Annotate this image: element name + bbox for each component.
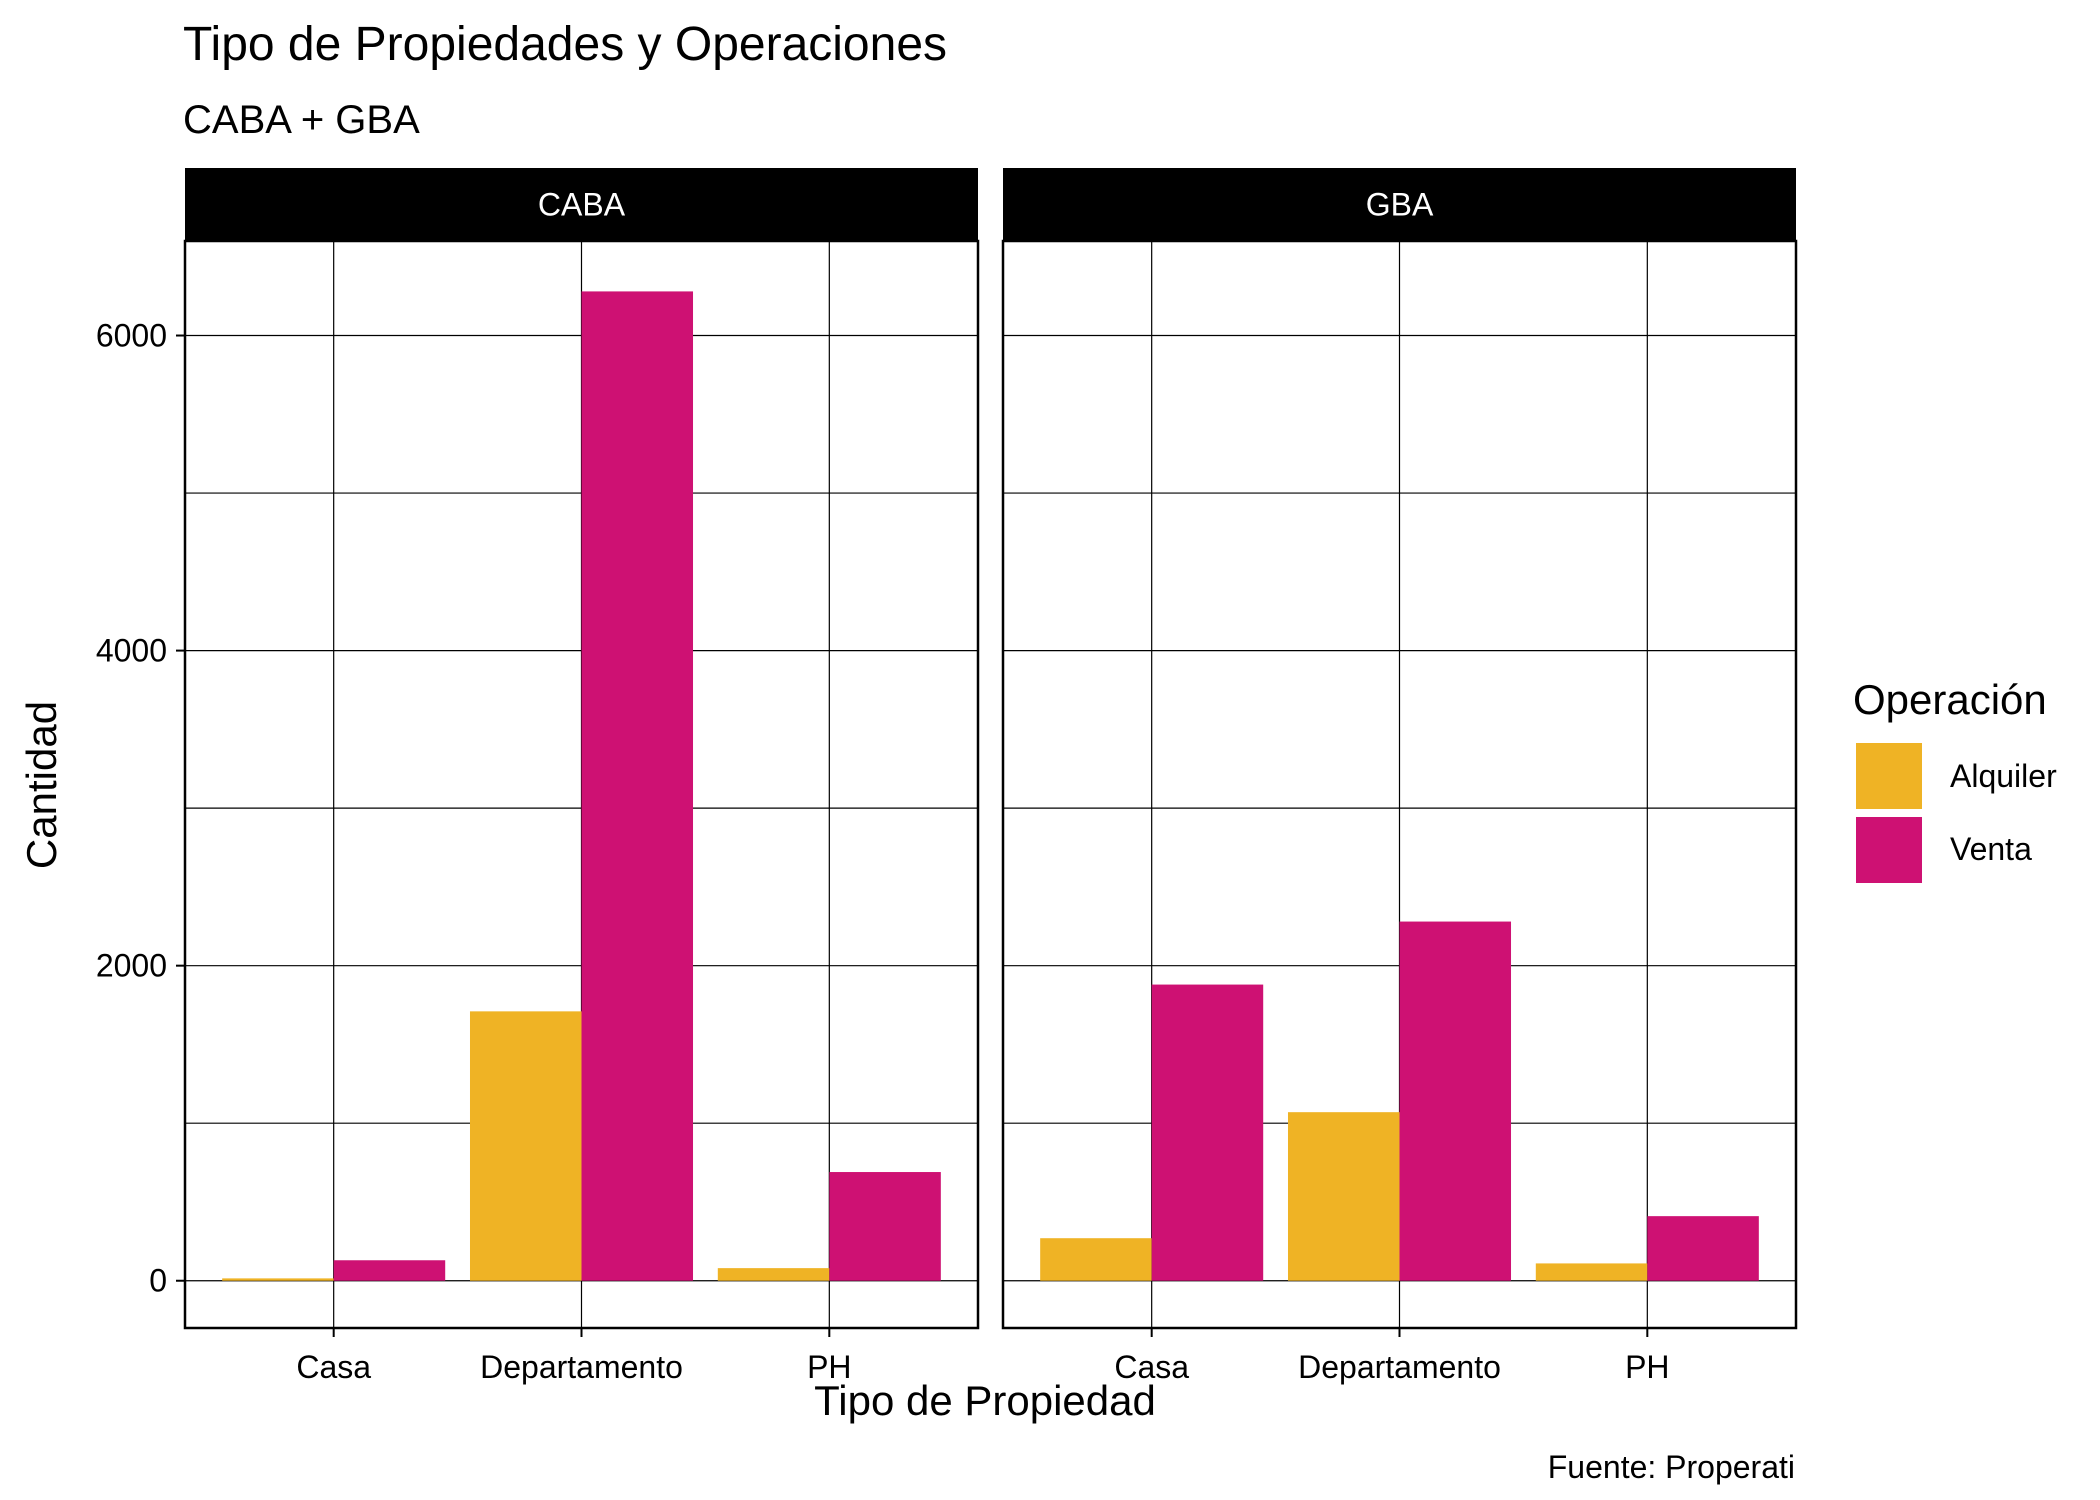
facet-caba: CABA Casa Departamento PH [183, 168, 980, 1385]
chart-subtitle: CABA + GBA [183, 98, 420, 142]
bar-caba-departamento-alquiler [469, 1011, 582, 1281]
bar-caba-ph-venta [829, 1172, 941, 1281]
facet-strip-label-caba: CABA [538, 187, 626, 223]
y-tick-label: 4000 [96, 633, 167, 669]
bar-gba-departamento-alquiler [1287, 1112, 1400, 1281]
x-tick-label-departamento: Departamento [1298, 1349, 1501, 1385]
facet-strip-caba [185, 168, 978, 241]
x-tick-label-ph: PH [1625, 1349, 1669, 1385]
bar-gba-ph-alquiler [1535, 1263, 1648, 1281]
y-tick-label: 2000 [96, 948, 167, 984]
legend-label-alquiler: Alquiler [1950, 758, 2057, 794]
x-tick-label-casa: Casa [1114, 1349, 1189, 1385]
facet-strip-gba [1003, 168, 1796, 241]
facet-gba: GBA Casa Departamento PH [1001, 168, 1798, 1385]
legend-label-venta: Venta [1950, 831, 2032, 867]
y-tick-label: 0 [149, 1263, 167, 1299]
bar-caba-ph-alquiler [717, 1268, 830, 1281]
chart-caption: Fuente: Properati [1548, 1449, 1795, 1485]
x-tick-label-departamento: Departamento [480, 1349, 683, 1385]
bar-gba-casa-venta [1151, 984, 1264, 1281]
bar-gba-departamento-venta [1399, 921, 1512, 1281]
y-axis: 0 2000 4000 6000 [96, 318, 185, 1299]
bar-caba-casa-alquiler [222, 1278, 334, 1281]
legend: Operación Alquiler Venta [1853, 676, 2057, 883]
legend-title: Operación [1853, 676, 2047, 723]
bar-gba-ph-venta [1647, 1216, 1759, 1281]
x-tick-label-casa: Casa [296, 1349, 371, 1385]
y-tick-label: 6000 [96, 318, 167, 354]
facet-strip-label-gba: GBA [1366, 187, 1434, 223]
bar-caba-casa-venta [333, 1260, 446, 1281]
x-tick-label-ph: PH [807, 1349, 851, 1385]
x-axis-title: Tipo de Propiedad [814, 1377, 1156, 1424]
bar-caba-departamento-venta [581, 291, 694, 1281]
y-axis-title: Cantidad [18, 701, 65, 869]
chart-title: Tipo de Propiedades y Operaciones [183, 18, 947, 71]
legend-key-venta [1856, 817, 1922, 883]
legend-key-alquiler [1856, 743, 1922, 809]
facet-panels: CABA Casa Departamento PH GBA Casa Departament… [183, 168, 1798, 1385]
bar-gba-casa-alquiler [1040, 1238, 1152, 1281]
